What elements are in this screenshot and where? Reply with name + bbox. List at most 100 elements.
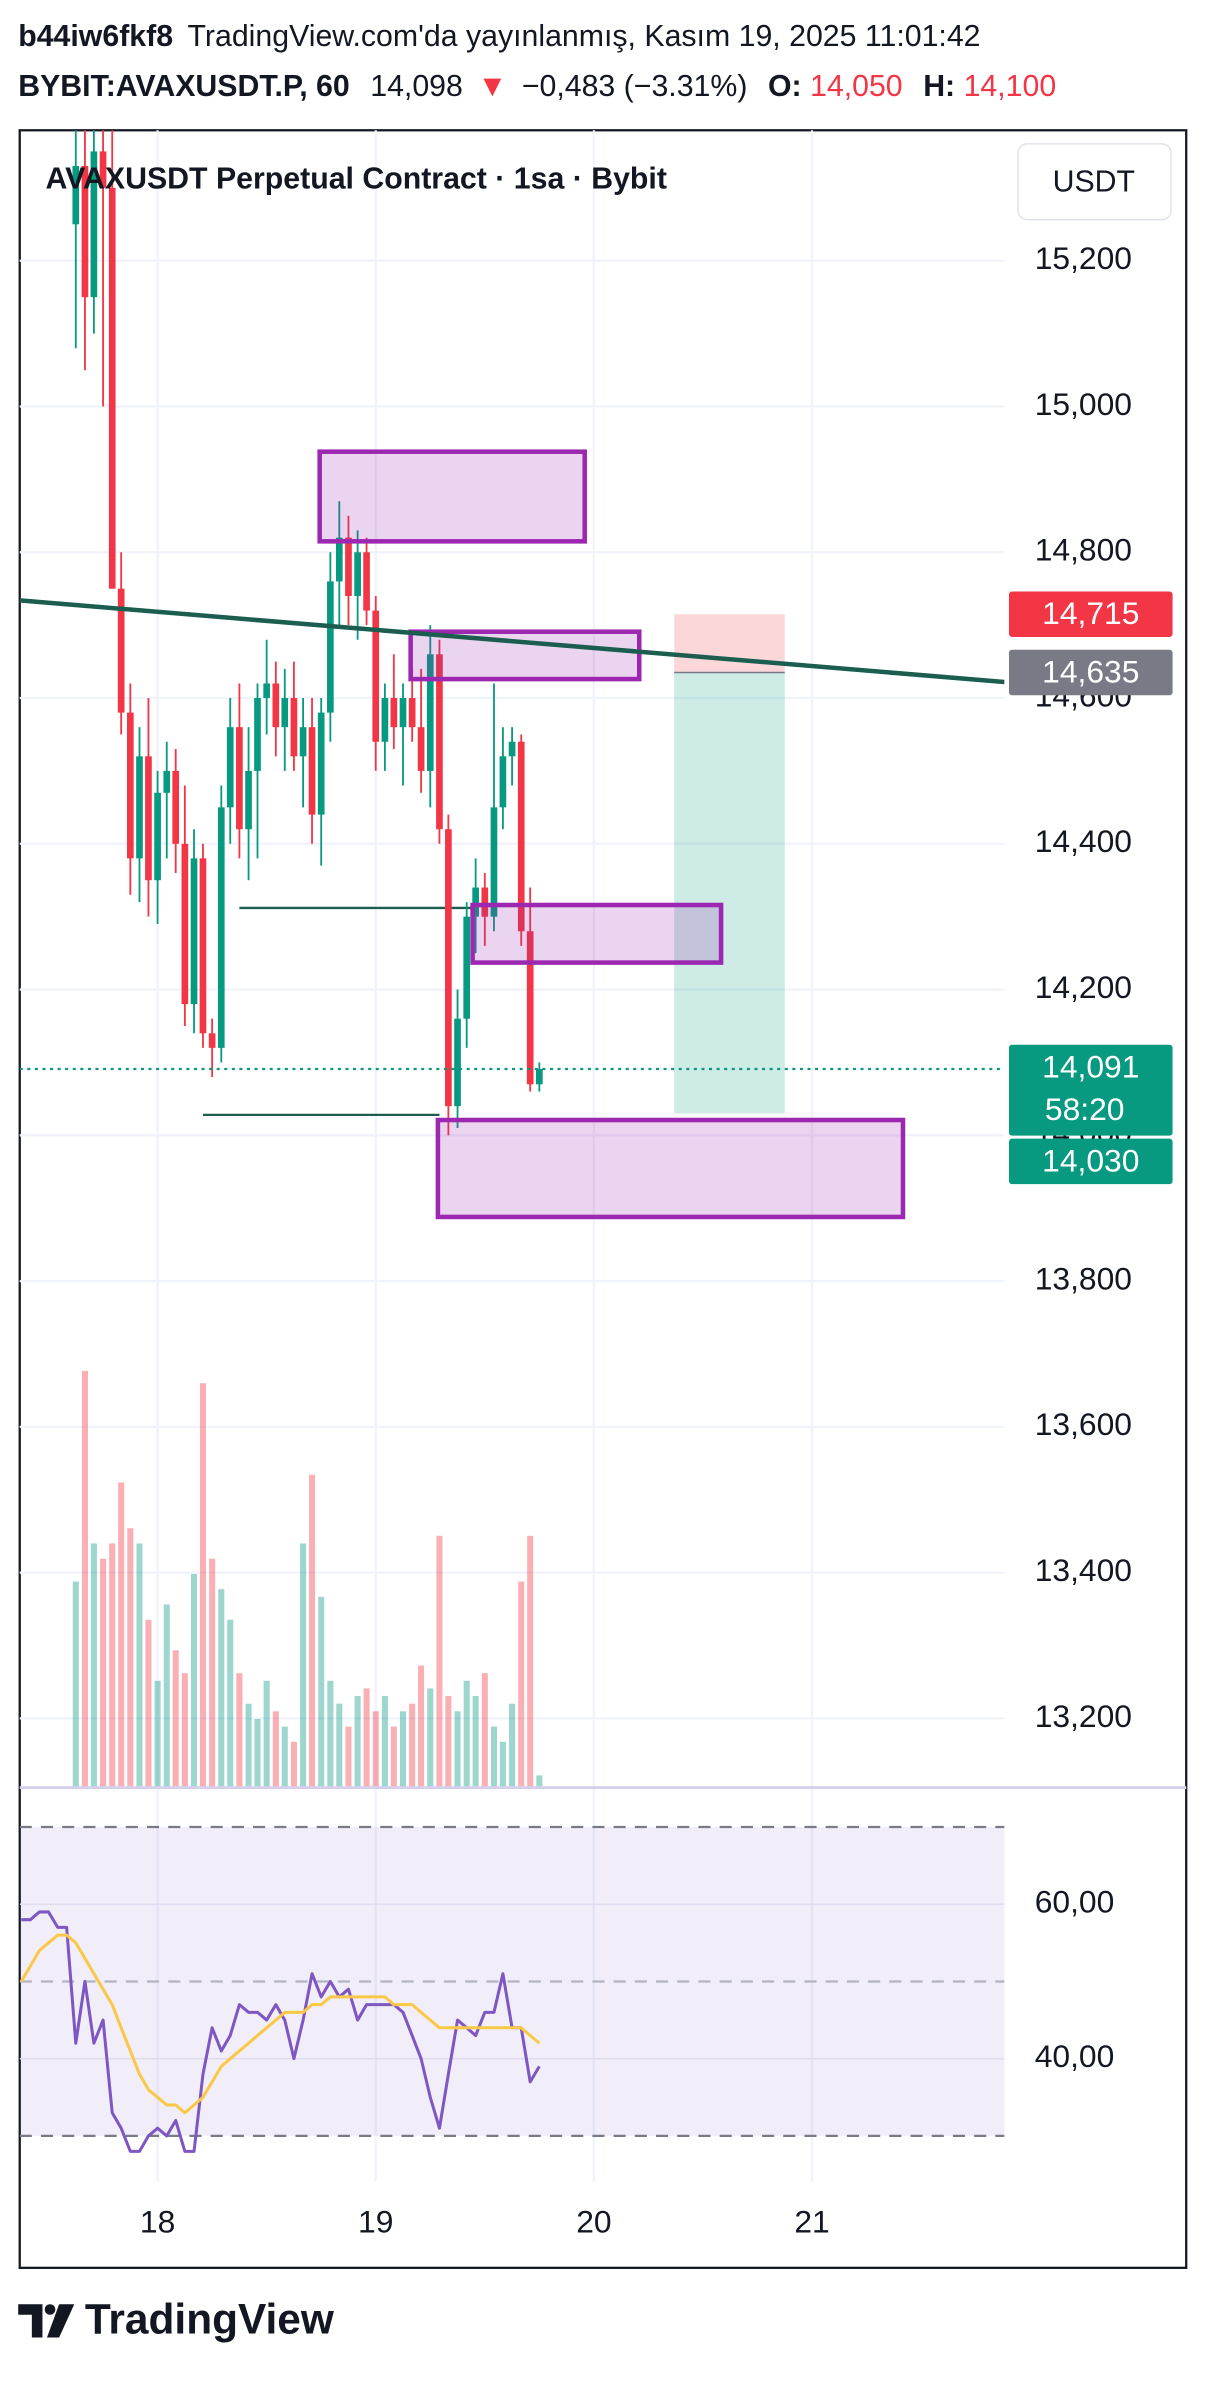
volume-bar xyxy=(254,1718,261,1788)
volume-bar xyxy=(227,1619,234,1788)
volume-bar xyxy=(100,1558,107,1788)
frame xyxy=(18,129,1188,2269)
candle-body xyxy=(299,727,307,757)
price-tag-label: 14,030 xyxy=(1042,1142,1139,1178)
candle-body xyxy=(190,858,198,1005)
chart-layer: 13,20013,40013,60013,80014,00014,20014,4… xyxy=(19,130,1173,2239)
volume-bar xyxy=(136,1543,143,1788)
x-tick-label: 21 xyxy=(794,2203,829,2239)
y-tick-label: 14,800 xyxy=(1035,532,1132,568)
candle-body xyxy=(472,887,479,917)
volume-bar xyxy=(454,1711,461,1788)
volume-bar xyxy=(181,1673,188,1788)
price-tags: 14,715 14,635 14,091 58:20 14,030 xyxy=(1008,591,1173,1185)
y-tick-label: 13,800 xyxy=(1035,1260,1132,1296)
y-tick-label: 13,600 xyxy=(1035,1406,1132,1442)
candle-body xyxy=(536,1068,543,1085)
candle-body xyxy=(345,537,352,596)
candle-body xyxy=(108,187,116,589)
candle-body xyxy=(263,683,270,699)
volume-bar xyxy=(427,1688,434,1788)
volume-bar xyxy=(300,1543,307,1788)
volume-bar xyxy=(409,1703,416,1788)
candle-body xyxy=(236,727,243,830)
change: −0,483 (−3.31%) xyxy=(522,70,748,103)
volume-bar xyxy=(90,1543,97,1788)
volume-bar xyxy=(472,1696,479,1788)
y-tick-label: 13,200 xyxy=(1035,1698,1132,1734)
candle-body xyxy=(490,807,498,917)
volume-bar xyxy=(418,1665,425,1788)
logo-icon xyxy=(18,2304,75,2338)
symbol: BYBIT:AVAXUSDT.P, 60 xyxy=(18,70,350,103)
candle-body xyxy=(290,698,298,757)
candle-body xyxy=(408,698,416,728)
volume-bar xyxy=(245,1703,252,1788)
author: b44iw6fkf8 xyxy=(18,20,173,53)
candle-body xyxy=(517,741,525,932)
x-tick-label: 18 xyxy=(140,2203,175,2239)
volume-bar xyxy=(372,1711,379,1788)
volume-bar xyxy=(218,1589,225,1788)
currency: USDT xyxy=(1053,165,1135,198)
candle-body xyxy=(136,756,143,859)
candle-body xyxy=(481,887,489,917)
countdown: 58:20 xyxy=(1045,1091,1125,1127)
candle-body xyxy=(327,581,334,713)
candle-body xyxy=(217,807,225,1048)
volume-bar xyxy=(518,1581,525,1788)
candle-body xyxy=(126,712,134,859)
candle-body xyxy=(99,151,107,188)
arrow: ▼ xyxy=(477,70,507,103)
volume-bar xyxy=(527,1535,534,1788)
open-label: O: xyxy=(768,70,802,103)
price-tag-label: 14,715 xyxy=(1042,595,1139,631)
x-tick-label: 19 xyxy=(358,2203,393,2239)
price-pane xyxy=(19,130,1005,1788)
price-tag xyxy=(1008,1044,1173,1136)
volume-bar xyxy=(281,1726,288,1788)
x-tick-label: 20 xyxy=(576,2203,611,2239)
zone-box xyxy=(317,449,587,544)
candle-body xyxy=(254,698,261,771)
price-tag xyxy=(1008,591,1173,637)
candle-body xyxy=(526,931,534,1085)
candle-body xyxy=(154,792,161,881)
candle-body xyxy=(308,727,316,815)
volume-bar xyxy=(363,1688,370,1788)
candle-body xyxy=(499,756,507,808)
candle-body xyxy=(172,770,180,844)
candle-body xyxy=(272,683,280,728)
price-tag xyxy=(1008,1138,1173,1185)
candle-body xyxy=(417,727,425,771)
volume-bar xyxy=(209,1558,216,1788)
volume-bar xyxy=(81,1371,88,1788)
header-line-2: BYBIT:AVAXUSDT.P, 60 14,098 ▼ −0,483 (−3… xyxy=(18,70,1056,103)
rsi-line xyxy=(19,1933,541,2115)
high: 14,100 xyxy=(964,70,1057,103)
volume-bar xyxy=(154,1680,161,1788)
candle-body xyxy=(181,843,189,1005)
volume-bar xyxy=(490,1726,497,1788)
price-tag-label: 14,091 xyxy=(1042,1048,1139,1084)
trend-line xyxy=(19,598,1005,685)
volume-bar xyxy=(327,1680,334,1788)
published: TradingView.com'da yayınlanmış, Kasım 19… xyxy=(188,20,981,53)
volume-bar xyxy=(499,1741,506,1788)
last: 14,098 xyxy=(370,70,463,103)
candle-body xyxy=(508,741,516,757)
candle-body xyxy=(72,165,80,225)
rsi-line xyxy=(21,1910,541,2153)
candle-body xyxy=(454,1018,461,1107)
candle-body xyxy=(226,727,234,808)
candle-body xyxy=(335,537,343,582)
candle-body xyxy=(199,858,207,1034)
candle-body xyxy=(399,698,407,728)
volume-bar xyxy=(436,1535,443,1788)
grid xyxy=(19,130,1005,2182)
y-tick-label: 15,200 xyxy=(1035,240,1132,276)
currency-button[interactable] xyxy=(1017,143,1172,221)
volume-bar xyxy=(236,1673,243,1788)
volume-bar xyxy=(445,1696,452,1788)
zone-box xyxy=(408,629,642,682)
